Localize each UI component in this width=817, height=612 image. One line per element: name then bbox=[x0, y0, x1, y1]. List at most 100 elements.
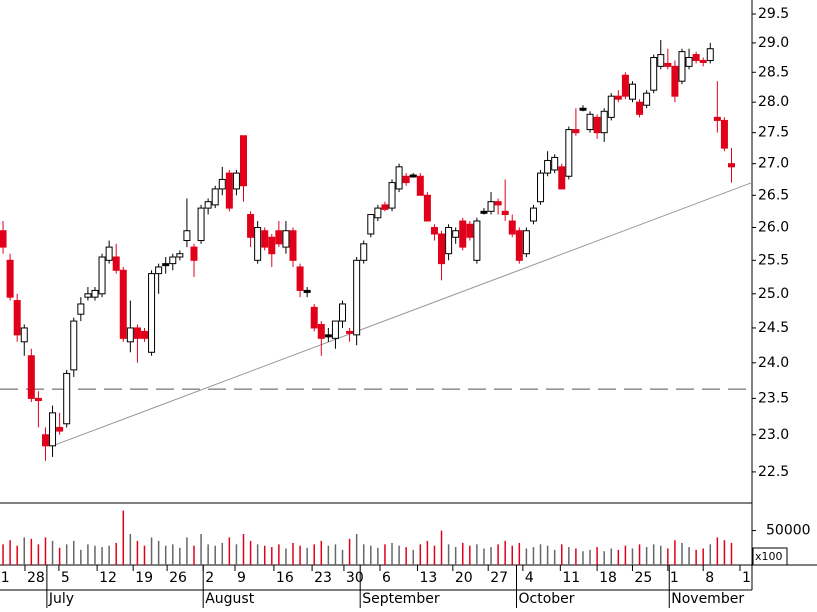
candle-body bbox=[296, 266, 304, 291]
candle-body bbox=[508, 220, 516, 235]
candle-body bbox=[487, 201, 495, 212]
candle-body bbox=[664, 62, 672, 67]
candle-body bbox=[34, 397, 42, 402]
candle-body bbox=[282, 230, 290, 248]
month-label: October bbox=[518, 591, 574, 607]
candle-body bbox=[713, 116, 721, 121]
candle-body bbox=[395, 166, 403, 190]
y-tick-label: 29.0 bbox=[758, 35, 789, 51]
candle-body bbox=[720, 119, 728, 149]
y-tick-label: 29.5 bbox=[758, 6, 789, 22]
candle-body bbox=[692, 54, 700, 61]
candle-body bbox=[572, 129, 580, 134]
y-tick-label: 25.5 bbox=[758, 252, 789, 268]
candle-body bbox=[190, 246, 198, 261]
candle-body bbox=[614, 95, 622, 100]
x-tick-label: 13 bbox=[419, 570, 437, 586]
candle-body bbox=[126, 327, 134, 343]
x-tick-label: 16 bbox=[276, 570, 294, 586]
candle-body bbox=[268, 236, 276, 255]
y-tick-label: 26.0 bbox=[758, 219, 789, 235]
candle-body bbox=[254, 226, 262, 261]
candle-body bbox=[91, 289, 99, 298]
candle-body bbox=[247, 214, 255, 238]
unit-box bbox=[752, 547, 788, 566]
trend-line bbox=[52, 182, 753, 447]
x-tick-label: 11 bbox=[562, 570, 580, 586]
x-tick-label: 6 bbox=[382, 570, 391, 586]
x-tick-label: 25 bbox=[634, 570, 652, 586]
candle-body bbox=[289, 230, 297, 261]
candle-body bbox=[621, 74, 629, 97]
candle-body bbox=[0, 230, 7, 248]
candle-body bbox=[636, 101, 644, 115]
candle-body bbox=[678, 51, 686, 82]
candle-body bbox=[402, 175, 410, 184]
x-tick-label: 9 bbox=[237, 570, 246, 586]
candle-body bbox=[643, 92, 651, 106]
x-tick-label: 20 bbox=[455, 570, 473, 586]
candle-body bbox=[225, 172, 233, 209]
x-tick-label: 18 bbox=[599, 570, 617, 586]
candle-body bbox=[204, 201, 212, 209]
candle-body bbox=[593, 116, 601, 134]
candle-body bbox=[317, 324, 325, 339]
candle-body bbox=[275, 230, 283, 245]
candle-body bbox=[211, 188, 219, 206]
candle-body bbox=[232, 172, 240, 190]
x-tick-label: 1 bbox=[742, 570, 751, 586]
candle-body bbox=[537, 172, 545, 203]
candle-body bbox=[558, 166, 566, 190]
candle-body bbox=[84, 293, 92, 298]
candle-body bbox=[671, 65, 679, 97]
x-tick-label: 5 bbox=[61, 570, 70, 586]
candle-body bbox=[183, 230, 191, 242]
candle-body bbox=[324, 334, 332, 338]
candle-body bbox=[650, 57, 658, 91]
candle-body bbox=[438, 233, 446, 265]
candle-body bbox=[473, 220, 481, 261]
candle-body bbox=[445, 226, 453, 255]
candle-body bbox=[119, 269, 127, 339]
candle-body bbox=[360, 243, 368, 261]
candle-body bbox=[98, 256, 106, 295]
candle-body bbox=[13, 300, 21, 336]
candle-body bbox=[218, 178, 226, 190]
x-tick-label: 12 bbox=[99, 570, 117, 586]
candle-body bbox=[197, 207, 205, 242]
candle-body bbox=[240, 135, 248, 187]
month-label: September bbox=[362, 591, 440, 607]
candle-body bbox=[416, 175, 424, 196]
candle-body bbox=[466, 223, 474, 238]
candle-body bbox=[522, 230, 530, 255]
candle-body bbox=[551, 156, 559, 171]
candle-body bbox=[600, 110, 608, 134]
candle-body bbox=[112, 256, 120, 271]
y-tick-label: 27.0 bbox=[758, 156, 789, 172]
volume-unit: x100 bbox=[755, 550, 783, 563]
x-tick-label: 28 bbox=[27, 570, 45, 586]
candle-body bbox=[579, 107, 587, 111]
candle-body bbox=[303, 289, 311, 293]
candle-body bbox=[480, 210, 488, 214]
y-tick-label: 23.5 bbox=[758, 390, 789, 406]
candle-body bbox=[339, 303, 347, 322]
candle-body bbox=[261, 230, 269, 248]
candle-body bbox=[409, 174, 417, 178]
x-tick-label: 26 bbox=[169, 570, 187, 586]
candle-body bbox=[706, 48, 714, 61]
candle-body bbox=[459, 220, 467, 248]
x-tick-label: 30 bbox=[346, 570, 364, 586]
candle-body bbox=[685, 57, 693, 67]
candle-body bbox=[20, 327, 28, 343]
x-tick-label: 23 bbox=[314, 570, 332, 586]
candle-body bbox=[162, 263, 170, 267]
candle-body bbox=[77, 303, 85, 315]
candle-body bbox=[727, 163, 735, 168]
volume-tick-label: 50000 bbox=[766, 523, 811, 539]
y-tick-label: 22.5 bbox=[758, 464, 789, 480]
candle-body bbox=[49, 412, 57, 447]
x-tick-label: 19 bbox=[135, 570, 153, 586]
candle-body bbox=[494, 201, 502, 206]
